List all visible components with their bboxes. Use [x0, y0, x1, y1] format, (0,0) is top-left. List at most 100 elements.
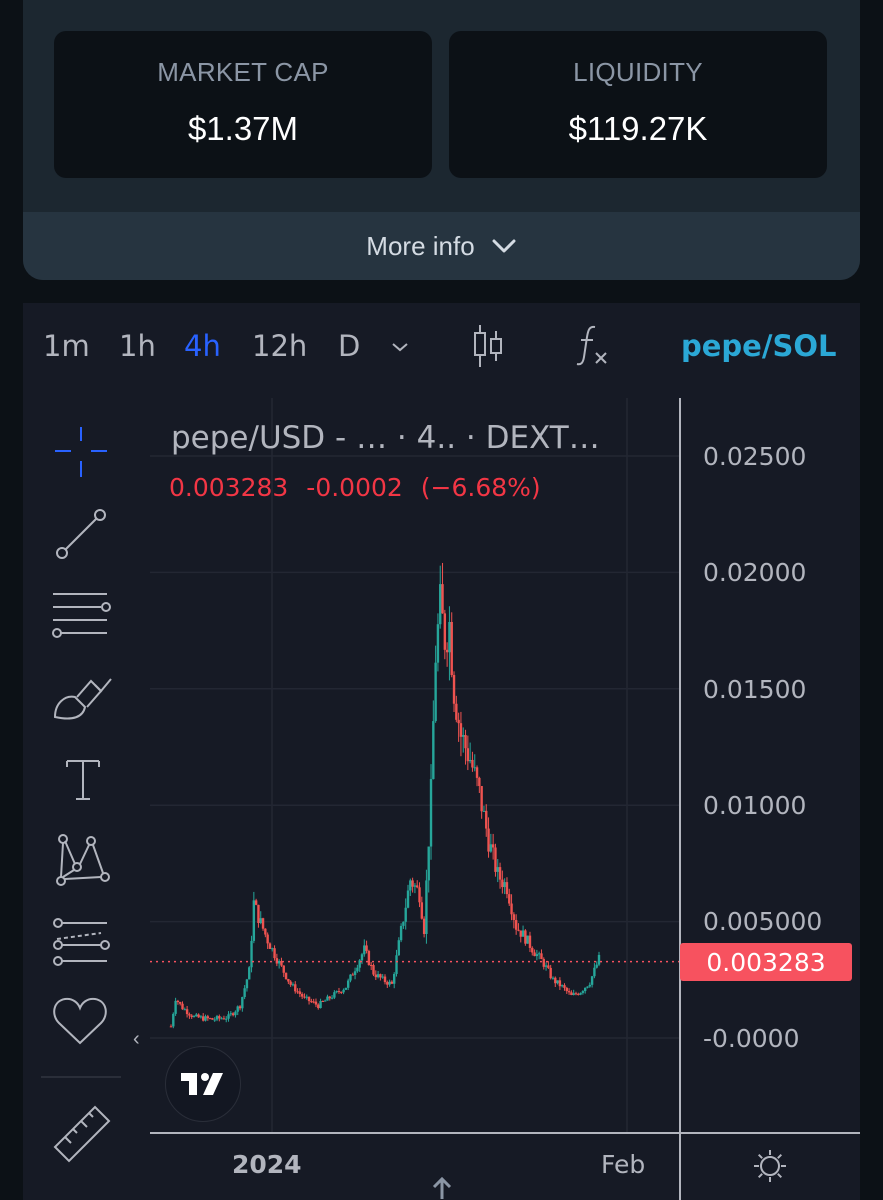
prediction-icon[interactable] [51, 915, 113, 975]
candle-body [268, 943, 272, 949]
candle-body [448, 621, 451, 653]
candle-body [537, 953, 541, 955]
candle-body [452, 675, 456, 704]
candle-body [542, 959, 545, 967]
candle-body [291, 984, 295, 986]
candle-body [478, 777, 481, 787]
timeframe-1m[interactable]: 1m [43, 329, 90, 363]
candle-body [326, 996, 329, 1001]
candle-body [514, 920, 518, 930]
candle-body [289, 981, 292, 985]
candle-body [386, 982, 389, 985]
candle-body [314, 1001, 318, 1005]
candle-body [257, 904, 260, 924]
candle-body [294, 984, 297, 992]
ruler-icon[interactable] [51, 1103, 113, 1165]
candle-body [183, 1009, 187, 1011]
trend-line-icon[interactable] [53, 505, 113, 565]
chart-legend-title: pepe/USD - … · 4.. · DEXT… [171, 420, 600, 456]
pair-selector[interactable]: pepe/SOL [681, 329, 837, 363]
candle-body [310, 1001, 313, 1003]
candle-body [254, 900, 258, 905]
text-icon[interactable] [63, 755, 103, 805]
candle-body [252, 900, 256, 941]
scroll-up-arrow-icon[interactable] [427, 1175, 457, 1200]
candle-body [503, 882, 506, 888]
timeframe-12h[interactable]: 12h [252, 329, 308, 363]
candle-body [491, 844, 495, 848]
candle-body [271, 948, 274, 950]
indicators-fx-icon[interactable] [575, 323, 611, 369]
candle-body [533, 952, 536, 957]
candle-body [231, 1013, 235, 1016]
candle-body [436, 624, 440, 663]
candle-body [475, 767, 479, 778]
fib-retracement-icon[interactable] [51, 588, 113, 648]
candle-body [468, 759, 472, 762]
candle-body [215, 1016, 219, 1020]
candle-body [222, 1018, 226, 1020]
timeframe-d[interactable]: D [338, 329, 361, 363]
candle-body [248, 967, 251, 980]
last-price-tag: 0.003283 [680, 943, 852, 981]
candle-body [185, 1009, 189, 1015]
candle-body [353, 971, 357, 975]
y-tick-label: -0.0000 [703, 1024, 800, 1053]
candle-body [459, 723, 463, 737]
candle-body [264, 928, 267, 935]
candle-body [501, 879, 504, 888]
candle-body [402, 921, 405, 926]
candle-body [494, 847, 497, 872]
candle-body [420, 902, 424, 919]
y-tick-label: 0.01000 [703, 791, 807, 820]
candle-body [323, 1000, 327, 1002]
favorites-heart-icon[interactable] [51, 995, 113, 1049]
timeframe-dropdown-icon[interactable] [387, 339, 413, 355]
chart-settings-icon[interactable] [750, 1146, 790, 1186]
candle-body [487, 828, 490, 852]
candle-body [577, 993, 580, 995]
candles-icon[interactable] [471, 323, 505, 369]
candle-body [225, 1018, 228, 1020]
candle-body [199, 1016, 203, 1018]
candle-body [176, 1000, 180, 1003]
collapse-chevron-icon[interactable]: ‹ [133, 1028, 140, 1050]
candle-body [519, 930, 522, 937]
candle-body [335, 991, 338, 993]
candle-body [174, 1000, 177, 1014]
candle-body [390, 981, 394, 984]
candle-body [397, 940, 401, 956]
candle-body [418, 887, 421, 903]
crosshair-icon[interactable] [53, 423, 113, 483]
candle-body [482, 810, 486, 812]
candle-body [565, 987, 568, 992]
candle-body [399, 925, 403, 941]
candle-body [342, 989, 345, 993]
timeframe-1h[interactable]: 1h [119, 329, 156, 363]
candle-body [179, 1002, 182, 1004]
candle-body [321, 1001, 325, 1003]
y-tick-label: 0.02000 [703, 558, 807, 587]
candle-body [549, 967, 552, 979]
candle-body [528, 935, 532, 948]
price-chart[interactable] [23, 303, 860, 1200]
brush-icon[interactable] [51, 671, 113, 731]
candle-body [597, 954, 601, 965]
candle-body [416, 885, 419, 888]
market-cap-value: $1.37M [187, 110, 299, 147]
liquidity-box: LIQUIDITY $119.27K [449, 31, 827, 178]
tradingview-logo[interactable] [165, 1046, 241, 1122]
candle-body [363, 945, 366, 955]
candle-body [197, 1014, 200, 1018]
candle-body [413, 885, 417, 887]
sidebar-divider [41, 1076, 121, 1078]
tradingview-logo-icon [181, 1073, 223, 1095]
candle-body [381, 976, 384, 978]
pattern-icon[interactable] [53, 831, 113, 891]
more-info-button[interactable]: More info [23, 212, 860, 280]
candle-body [181, 1003, 184, 1010]
candle-body [192, 1016, 196, 1018]
legend-last-price: 0.003283 [169, 473, 289, 502]
timeframe-4h[interactable]: 4h [184, 329, 221, 363]
candle-body [266, 934, 269, 944]
